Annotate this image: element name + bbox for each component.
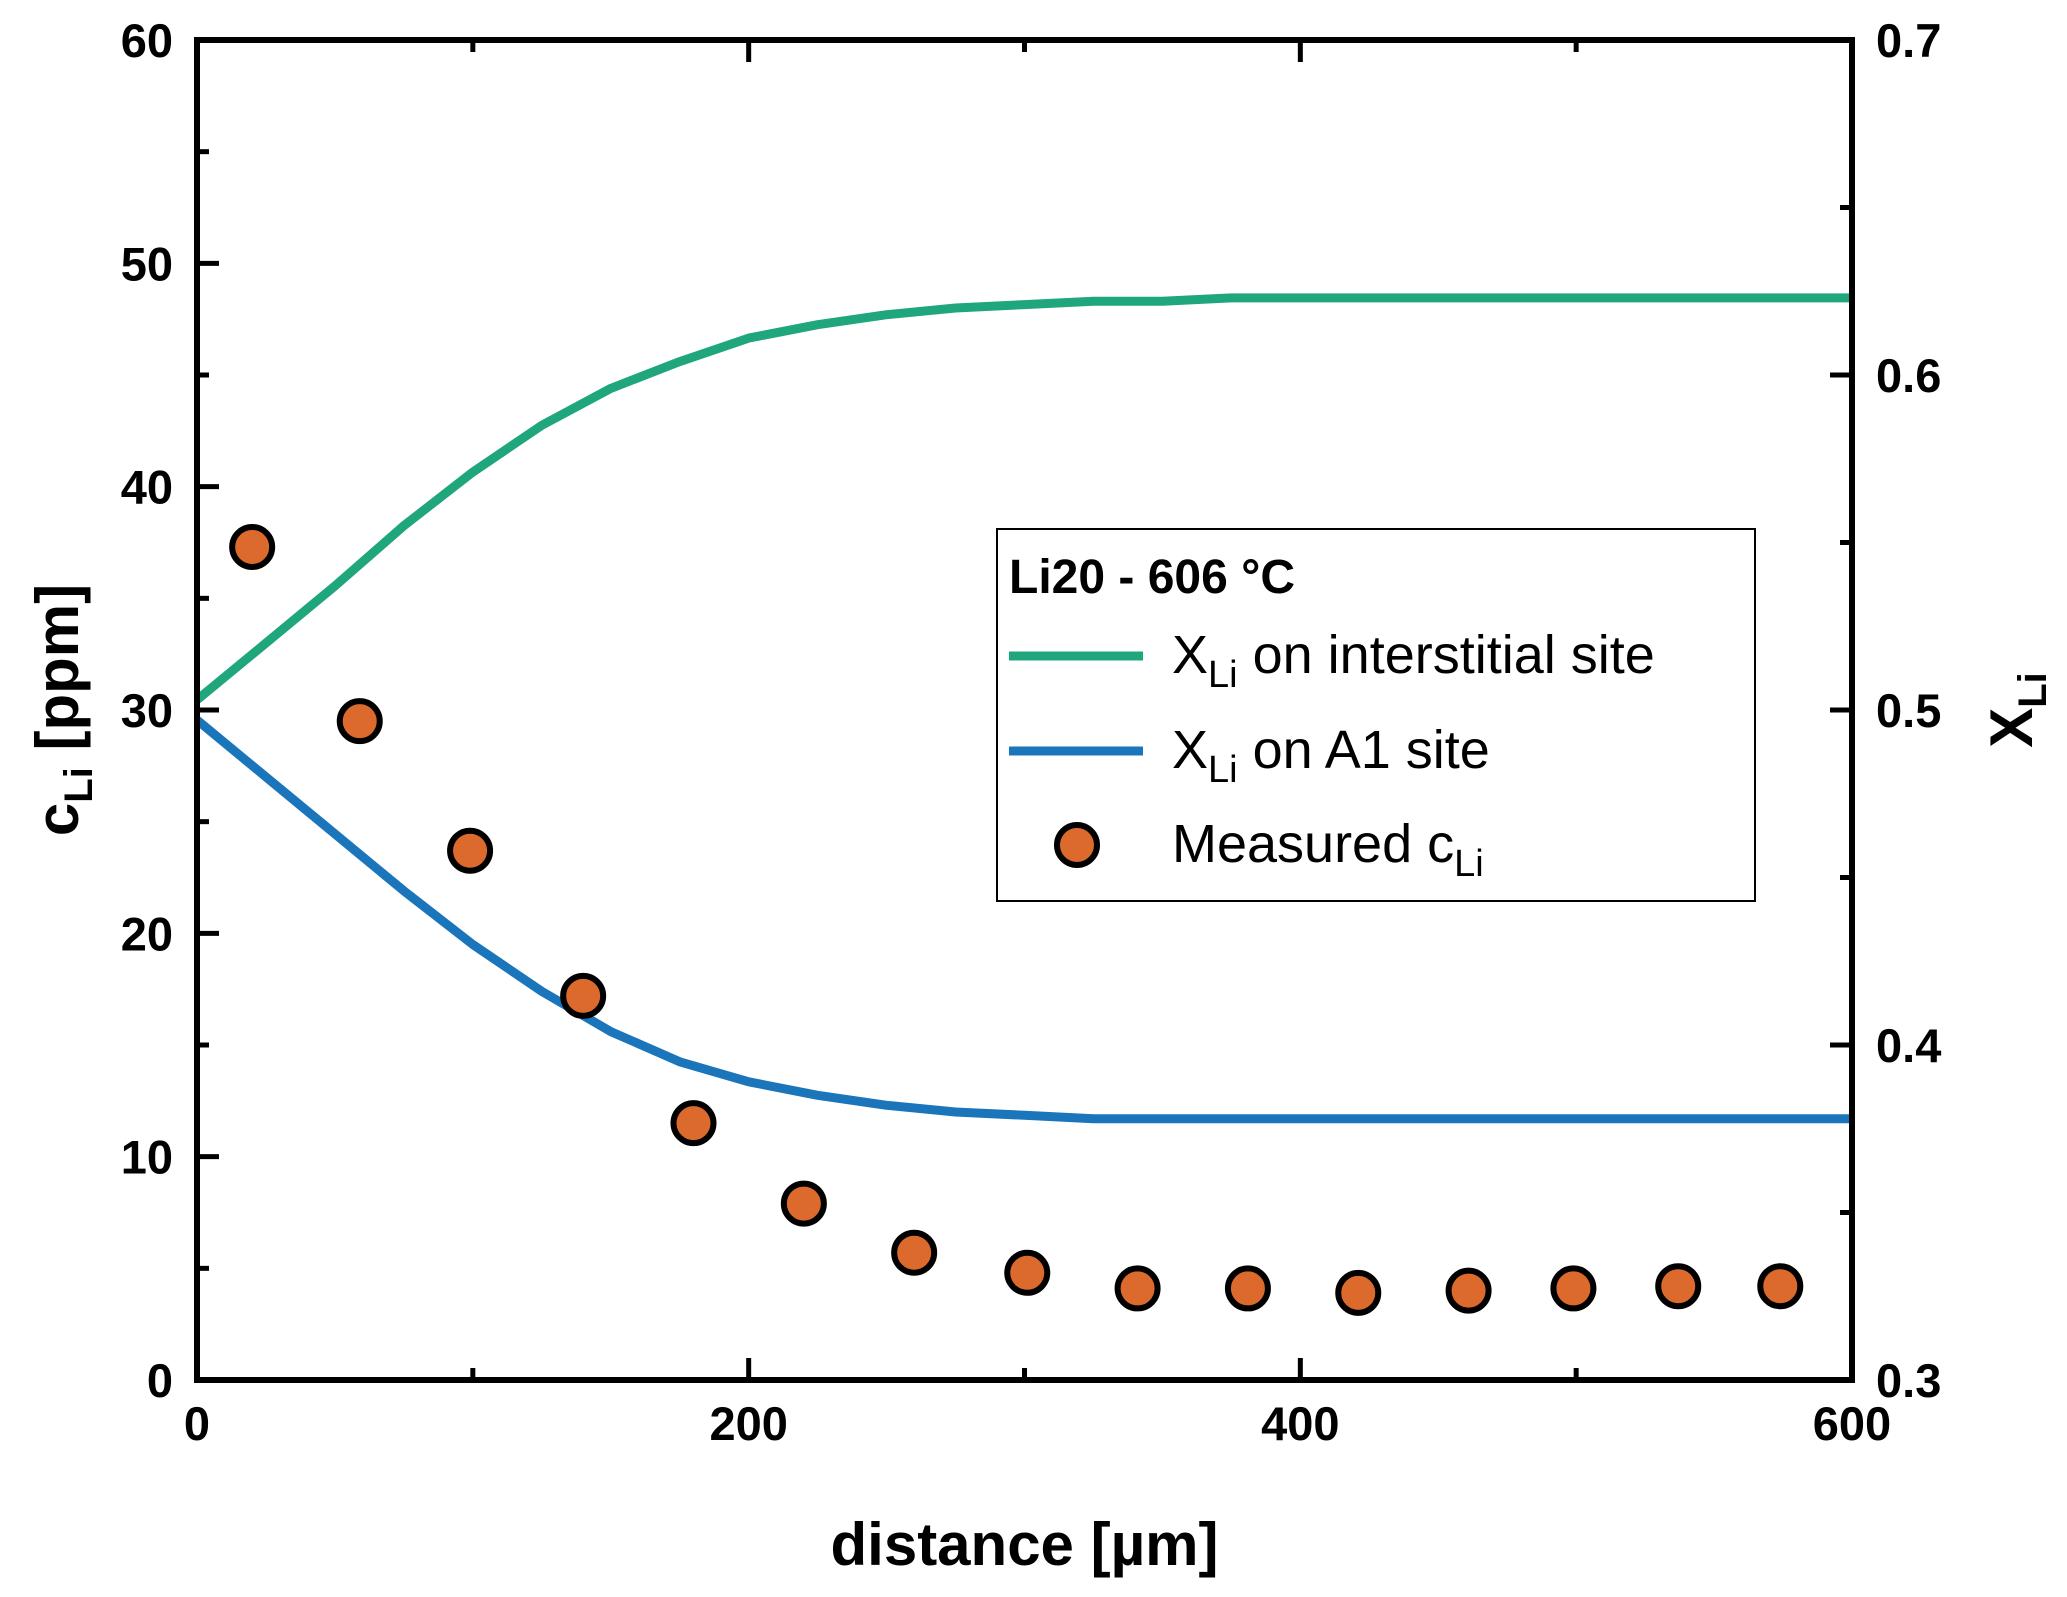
data-point [560,972,607,1019]
y2-tick-label: 0.4 [1876,1019,1941,1072]
y2-axis-title-sub: Li [2011,672,2055,708]
y-tick-label: 60 [121,14,173,67]
y2-tick-label: 0.5 [1876,684,1941,737]
data-point [1655,1263,1702,1310]
data-point [1004,1249,1051,1296]
y-tick-label: 20 [121,907,173,960]
x-tick-label: 200 [709,1397,787,1450]
x-axis-title: distance [µm] [831,1511,1219,1578]
y-tick-label: 0 [147,1354,173,1407]
legend-entry-label: XLi on A1 site [1172,720,1490,791]
y-tick-label: 50 [121,237,173,290]
data-point [1224,1265,1271,1312]
series-line-0 [194,293,1852,704]
y-axis-title-main: c [24,803,91,836]
legend-entry-sub: Li [1454,843,1484,885]
y2-tick-label: 0.7 [1876,14,1941,67]
y2-tick-label: 0.6 [1876,349,1941,402]
data-point [670,1100,717,1147]
legend-entry-main: Measured c [1172,814,1454,874]
y-axis-title-sub: Li [57,767,101,803]
data-point [1335,1269,1382,1316]
legend-entry-main: X [1172,720,1208,780]
data-point [336,698,383,745]
y2-axis-title: XLi [1978,672,2055,748]
legend-swatch-marker [1054,822,1100,868]
legend-title: Li20 - 606 °C [1009,551,1295,604]
legend-entry-main: X [1172,625,1208,685]
data-point [1114,1265,1161,1312]
legend-entry-suffix: on interstitial site [1238,625,1655,685]
y-tick-label: 10 [121,1131,173,1184]
series-line-1 [194,716,1852,1124]
y-axis-title: cLi [ppm] [24,584,101,836]
y2-axis-title-main: X [1978,708,2045,748]
x-tick-label: 600 [1813,1397,1891,1450]
x-tick-label: 400 [1261,1397,1339,1450]
y-tick-label: 30 [121,684,173,737]
data-point [1445,1267,1492,1314]
data-point [1757,1263,1804,1310]
legend-entry-suffix: on A1 site [1238,720,1490,780]
legend-entry-sub: Li [1208,654,1238,696]
data-point [1550,1265,1597,1312]
legend-entry-sub: Li [1208,749,1238,791]
legend-entry-label: XLi on interstitial site [1172,625,1655,696]
legend-box [996,528,1756,902]
y-tick-label: 40 [121,461,173,514]
data-point [891,1229,938,1276]
data-point [780,1180,827,1227]
y2-tick-label: 0.3 [1876,1354,1941,1407]
legend-entry-label: Measured cLi [1172,814,1484,885]
y-axis-title-suffix: [ppm] [24,584,91,767]
data-point [229,523,276,570]
data-point [447,827,494,874]
x-tick-label: 0 [184,1397,210,1450]
